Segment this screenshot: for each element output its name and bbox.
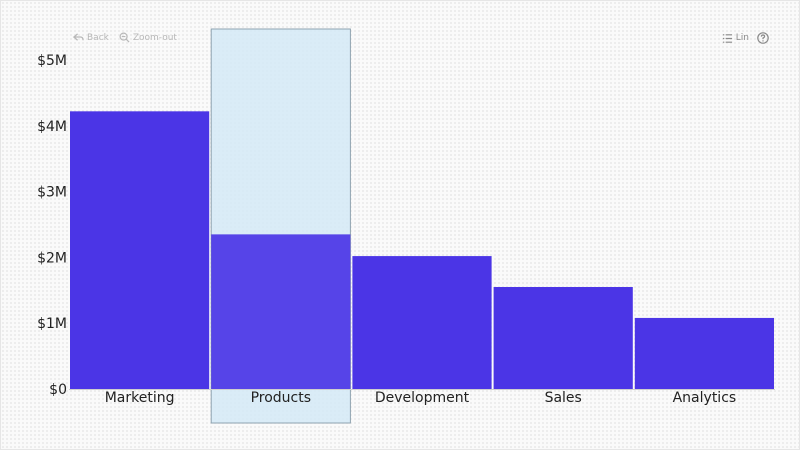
scale-toggle-button[interactable]: Lin [722, 33, 749, 44]
help-icon [757, 32, 769, 44]
bar-sales [493, 287, 633, 389]
bar-development [352, 256, 492, 389]
y-tick-label: $1M [37, 316, 67, 332]
bar-products [211, 234, 351, 389]
x-tick-label: Development [375, 390, 470, 406]
zoom-out-button[interactable]: Zoom-out [119, 32, 177, 43]
back-arrow-icon [73, 33, 84, 41]
list-icon [722, 33, 732, 43]
x-tick-label: Sales [545, 390, 582, 406]
bar-marketing [70, 111, 210, 389]
back-button[interactable]: Back [73, 32, 109, 43]
scale-label: Lin [735, 33, 749, 43]
bar-analytics [634, 317, 774, 389]
y-tick-label: $2M [37, 250, 67, 266]
x-tick-label: Analytics [673, 390, 737, 406]
y-tick-label: $5M [37, 53, 67, 69]
toolbar-right: Lin [722, 32, 769, 44]
zoom-out-label: Zoom-out [132, 32, 177, 43]
y-tick-label: $3M [37, 185, 67, 201]
x-tick-label: Products [251, 390, 311, 406]
zoom-out-icon [119, 32, 130, 43]
x-tick-label: Marketing [105, 390, 175, 406]
back-label: Back [87, 32, 109, 43]
y-tick-label: $4M [37, 119, 67, 135]
toolbar-left: Back Zoom-out [73, 32, 177, 43]
help-button[interactable] [757, 32, 769, 44]
y-tick-label: $0 [49, 382, 67, 398]
